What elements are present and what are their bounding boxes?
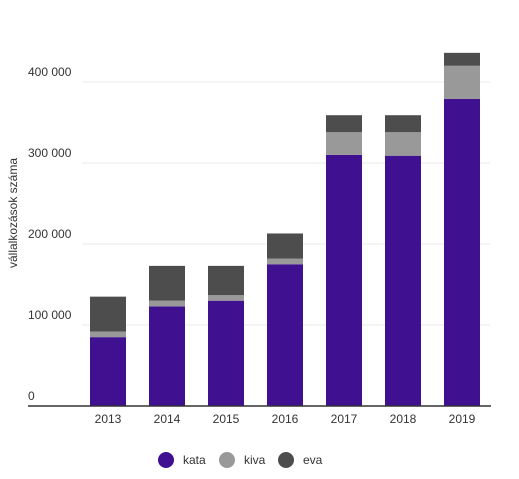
- legend-label-eva: eva: [303, 453, 323, 467]
- bar-kiva-2015: [208, 295, 244, 301]
- y-tick-label: 200 000: [28, 227, 72, 241]
- bar-kiva-2017: [326, 132, 362, 155]
- y-tick-label: 400 000: [28, 65, 72, 79]
- bar-kiva-2019: [444, 65, 480, 100]
- bar-eva-2019: [444, 52, 480, 66]
- y-tick-label: 0: [28, 389, 35, 403]
- bar-kata-2019: [444, 99, 480, 406]
- legend-label-kata: kata: [183, 453, 206, 467]
- x-tick-label: 2013: [95, 412, 122, 426]
- legend: kata kiva eva: [158, 452, 323, 468]
- y-axis-title: vállalkozások száma: [6, 158, 20, 268]
- bars: [90, 52, 480, 406]
- bar-kata-2018: [385, 155, 421, 406]
- legend-swatch-kata: [158, 452, 174, 468]
- bar-kata-2013: [90, 337, 126, 406]
- bar-kiva-2018: [385, 132, 421, 156]
- bar-kata-2015: [208, 300, 244, 406]
- x-tick-label: 2014: [154, 412, 181, 426]
- bar-eva-2014: [149, 265, 185, 301]
- x-tick-label: 2018: [390, 412, 417, 426]
- bar-eva-2018: [385, 115, 421, 133]
- bar-kata-2017: [326, 154, 362, 406]
- bar-kata-2016: [267, 264, 303, 406]
- y-axis-ticks: 0 100 000 200 000 300 000 400 000: [28, 65, 72, 403]
- bar-eva-2017: [326, 115, 362, 133]
- legend-swatch-eva: [278, 452, 294, 468]
- x-tick-label: 2017: [331, 412, 358, 426]
- x-tick-label: 2015: [213, 412, 240, 426]
- bar-kata-2014: [149, 306, 185, 406]
- x-tick-label: 2019: [449, 412, 476, 426]
- y-tick-label: 300 000: [28, 146, 72, 160]
- bar-kiva-2016: [267, 258, 303, 265]
- y-tick-label: 100 000: [28, 308, 72, 322]
- x-tick-label: 2016: [272, 412, 299, 426]
- bar-eva-2016: [267, 233, 303, 259]
- legend-swatch-kiva: [219, 452, 235, 468]
- bar-kiva-2014: [149, 300, 185, 307]
- bar-eva-2013: [90, 296, 126, 332]
- bar-kiva-2013: [90, 331, 126, 338]
- legend-label-kiva: kiva: [244, 453, 266, 467]
- bar-eva-2015: [208, 265, 244, 296]
- x-axis-ticks: 2013 2014 2015 2016 2017 2018 2019: [95, 412, 476, 426]
